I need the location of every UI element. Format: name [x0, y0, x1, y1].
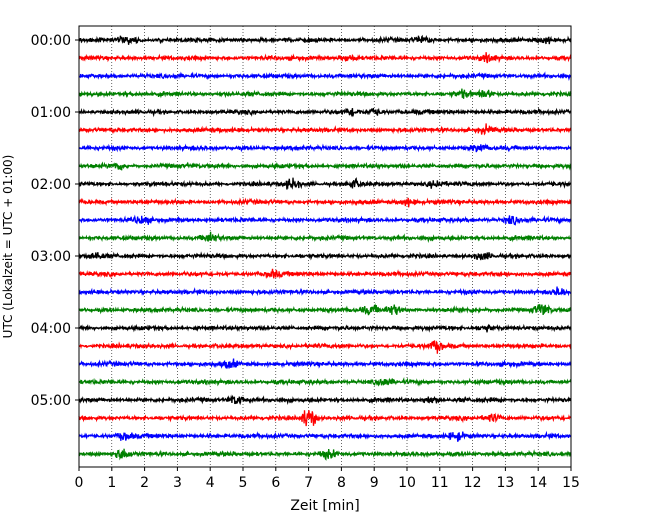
trace-0445 [78, 376, 572, 387]
trace-0345 [78, 303, 572, 316]
x-tick-label: 0 [75, 475, 84, 491]
trace-0500 [78, 394, 572, 406]
x-tick-label: 4 [206, 475, 215, 491]
trace-0130 [78, 142, 572, 153]
trace-0215 [78, 197, 572, 208]
x-tick-label: 6 [271, 475, 280, 491]
trace-0430 [78, 358, 572, 370]
x-tick-label: 5 [239, 475, 248, 491]
x-tick-label: 9 [370, 475, 379, 491]
y-tick-label: 03:00 [31, 249, 71, 265]
y-axis-ticks: 00:00 01:00 02:00 03:00 04:00 05:00 [31, 33, 79, 409]
trace-0200 [78, 177, 572, 190]
x-tick-label: 15 [562, 475, 580, 491]
seismogram-traces [78, 34, 572, 461]
x-tick-label: 8 [337, 475, 346, 491]
trace-0545 [78, 448, 572, 461]
x-axis-ticks: 0 1 2 3 4 5 6 7 8 9 10 11 12 13 14 15 [75, 467, 580, 491]
trace-0245 [78, 231, 572, 243]
trace-0115 [78, 123, 572, 136]
trace-0300 [78, 251, 572, 261]
y-tick-label: 02:00 [31, 177, 71, 193]
trace-0000 [78, 34, 572, 45]
x-tick-label: 14 [529, 475, 547, 491]
x-tick-label: 3 [173, 475, 182, 491]
x-tick-label: 2 [140, 475, 149, 491]
trace-0045 [78, 88, 572, 99]
y-tick-label: 04:00 [31, 321, 71, 337]
y-tick-label: 01:00 [31, 105, 71, 121]
trace-0415 [78, 340, 572, 354]
trace-0015 [78, 52, 572, 64]
trace-0530 [78, 430, 572, 442]
x-tick-label: 11 [431, 475, 449, 491]
x-axis-title: Zeit [min] [290, 498, 359, 514]
trace-0230 [78, 214, 572, 226]
trace-0330 [78, 286, 572, 297]
x-tick-label: 1 [107, 475, 116, 491]
trace-0515 [78, 410, 572, 427]
y-axis-title: UTC (Lokalzeit = UTC + 01:00) [1, 155, 15, 339]
x-tick-label: 13 [496, 475, 514, 491]
y-tick-label: 05:00 [31, 393, 71, 409]
trace-0315 [78, 268, 572, 280]
trace-0400 [78, 323, 572, 333]
trace-0145 [78, 161, 572, 171]
trace-0100 [78, 107, 572, 118]
y-tick-label: 00:00 [31, 33, 71, 49]
x-tick-label: 12 [464, 475, 482, 491]
plot-frame [78, 25, 572, 468]
trace-0030 [78, 71, 572, 81]
x-tick-label: 10 [398, 475, 416, 491]
x-tick-label: 7 [304, 475, 313, 491]
